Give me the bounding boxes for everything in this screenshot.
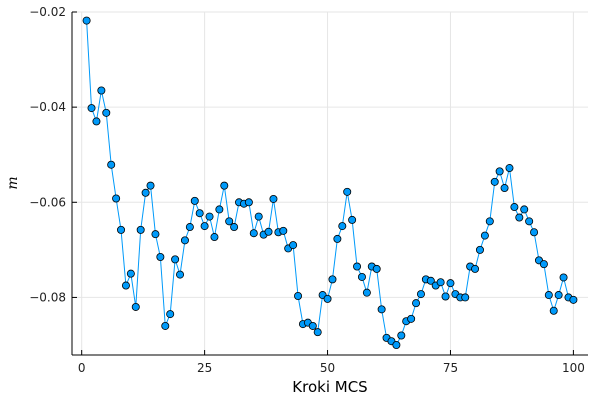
data-point bbox=[166, 310, 175, 319]
y-tick-label: −0.04 bbox=[29, 100, 66, 114]
data-point bbox=[426, 276, 435, 285]
data-point bbox=[200, 222, 209, 231]
data-point bbox=[92, 117, 101, 126]
data-point bbox=[544, 291, 553, 300]
data-point bbox=[225, 217, 234, 226]
data-point bbox=[136, 225, 145, 234]
data-point bbox=[505, 164, 514, 173]
data-point bbox=[525, 217, 534, 226]
data-point bbox=[407, 314, 416, 323]
data-point bbox=[323, 294, 332, 303]
data-point bbox=[333, 234, 342, 243]
data-point bbox=[82, 16, 91, 25]
y-tick-label: −0.06 bbox=[29, 195, 66, 209]
data-point bbox=[107, 160, 116, 169]
data-point bbox=[348, 215, 357, 224]
data-point bbox=[515, 213, 524, 222]
data-point bbox=[141, 188, 150, 197]
data-point bbox=[343, 187, 352, 196]
data-point bbox=[495, 167, 504, 176]
data-point bbox=[161, 321, 170, 330]
data-point bbox=[353, 262, 362, 271]
data-point bbox=[294, 292, 303, 301]
data-point bbox=[471, 264, 480, 273]
data-point bbox=[156, 252, 165, 261]
data-point bbox=[480, 231, 489, 240]
data-point bbox=[121, 281, 130, 290]
data-point bbox=[176, 270, 185, 279]
data-point bbox=[112, 194, 121, 203]
data-point bbox=[151, 230, 160, 239]
data-point bbox=[205, 212, 214, 221]
data-point bbox=[446, 279, 455, 288]
data-point bbox=[436, 278, 445, 287]
data-point bbox=[500, 184, 509, 193]
data-series bbox=[82, 16, 578, 350]
data-point bbox=[220, 181, 229, 190]
data-point bbox=[244, 198, 253, 207]
data-point bbox=[254, 212, 263, 221]
data-point bbox=[171, 255, 180, 264]
data-point bbox=[357, 272, 366, 281]
data-point bbox=[210, 233, 219, 242]
data-point bbox=[269, 194, 278, 203]
x-tick-label: 50 bbox=[320, 361, 335, 375]
data-point bbox=[328, 275, 337, 284]
data-point bbox=[397, 331, 406, 340]
axes bbox=[71, 11, 588, 356]
data-point bbox=[569, 295, 578, 304]
data-point bbox=[372, 264, 381, 273]
data-point bbox=[490, 177, 499, 186]
data-point bbox=[416, 290, 425, 299]
data-point bbox=[530, 228, 539, 237]
y-axis-label: m bbox=[5, 176, 21, 189]
data-point bbox=[249, 229, 258, 238]
data-point bbox=[190, 196, 199, 205]
data-point bbox=[131, 302, 140, 311]
data-point bbox=[441, 292, 450, 301]
data-point bbox=[475, 245, 484, 254]
y-tick-label: −0.02 bbox=[29, 5, 66, 19]
data-point bbox=[377, 305, 386, 314]
data-point bbox=[461, 293, 470, 302]
x-tick-label: 75 bbox=[443, 361, 458, 375]
data-point bbox=[313, 328, 322, 337]
data-point bbox=[554, 291, 563, 300]
series-line bbox=[86, 20, 574, 346]
data-point bbox=[279, 226, 288, 235]
data-point bbox=[308, 321, 317, 330]
data-point bbox=[338, 222, 347, 231]
data-point bbox=[230, 223, 239, 232]
data-point bbox=[195, 209, 204, 218]
data-point bbox=[539, 260, 548, 269]
data-point bbox=[185, 223, 194, 232]
x-tick-label: 100 bbox=[562, 361, 585, 375]
data-point bbox=[102, 108, 111, 117]
data-point bbox=[264, 227, 273, 236]
data-point bbox=[412, 299, 421, 308]
data-point bbox=[215, 205, 224, 214]
data-point bbox=[117, 225, 126, 234]
x-tick-labels: 0 25 50 75 100 bbox=[78, 361, 585, 375]
data-point bbox=[392, 341, 401, 350]
data-point bbox=[510, 203, 519, 212]
data-point bbox=[289, 241, 298, 250]
y-tick-labels: −0.08 −0.06 −0.04 −0.02 bbox=[29, 5, 66, 304]
data-point bbox=[146, 181, 155, 190]
data-point bbox=[97, 86, 106, 95]
data-point bbox=[485, 217, 494, 226]
data-point bbox=[180, 236, 189, 245]
x-tick-label: 25 bbox=[197, 361, 212, 375]
data-point bbox=[362, 288, 371, 297]
x-axis-label: Kroki MCS bbox=[292, 378, 367, 396]
data-point bbox=[559, 273, 568, 282]
data-point bbox=[87, 104, 96, 113]
y-tick-label: −0.08 bbox=[29, 290, 66, 304]
x-tick-label: 0 bbox=[78, 361, 86, 375]
data-point bbox=[126, 269, 135, 278]
data-point bbox=[520, 205, 529, 214]
data-point bbox=[549, 306, 558, 315]
